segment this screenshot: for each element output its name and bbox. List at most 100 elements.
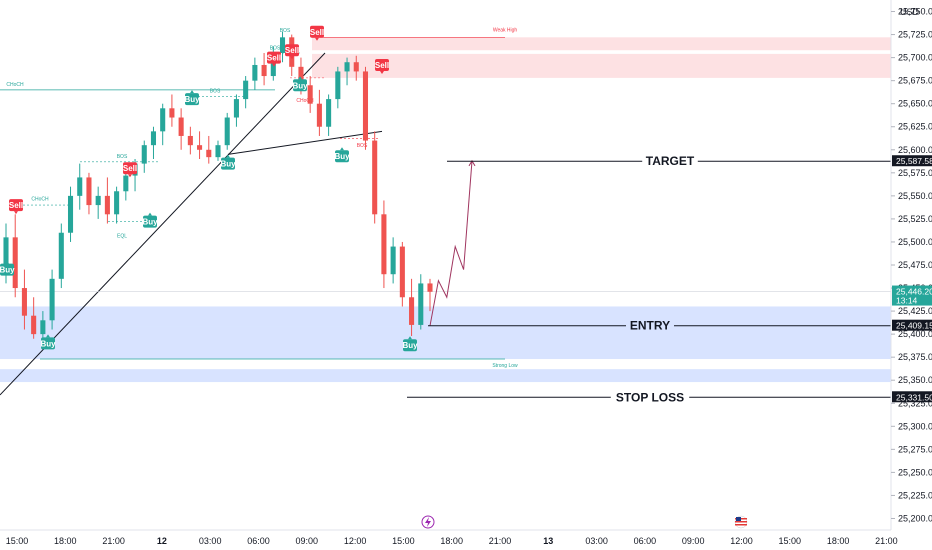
buy-signal[interactable]: Buy bbox=[220, 154, 236, 170]
price-tick-label: 25,525.00 bbox=[898, 214, 932, 224]
structure-annotation: CHoCH bbox=[31, 196, 49, 202]
buy-signal[interactable]: Buy bbox=[0, 260, 15, 276]
candle-body bbox=[178, 117, 184, 136]
zones-layer: Weak High Strong Low bbox=[0, 27, 891, 383]
candle-body bbox=[160, 108, 166, 132]
candle-body bbox=[3, 237, 9, 270]
time-tick-label: 09:00 bbox=[682, 536, 705, 546]
candle-body bbox=[77, 177, 83, 196]
candle-body bbox=[104, 195, 110, 215]
candle-body bbox=[427, 283, 433, 292]
structure-annotation: EQL bbox=[117, 233, 127, 239]
sell-signal[interactable]: Sell bbox=[375, 58, 389, 74]
buy-signal[interactable]: Buy bbox=[402, 336, 418, 352]
candle-body bbox=[187, 135, 193, 146]
price-tick-label: 25,300.00 bbox=[898, 421, 932, 431]
time-tick-label: 15:00 bbox=[392, 536, 415, 546]
signal-label: Buy bbox=[334, 152, 350, 161]
candle-body bbox=[362, 71, 369, 141]
candle-body bbox=[252, 64, 258, 81]
level-label: STOP LOSS bbox=[616, 390, 684, 404]
candle-body bbox=[40, 320, 46, 335]
candle-body bbox=[316, 103, 322, 127]
price-tick-label: 25,475.00 bbox=[898, 260, 932, 270]
price-tick-label: 25,725.00 bbox=[898, 30, 932, 40]
price-tag-countdown: 13:14 bbox=[896, 296, 918, 306]
candles-layer bbox=[3, 31, 476, 348]
levels-layer: TARGET ENTRY STOP LOSS bbox=[407, 154, 891, 404]
candle-body bbox=[67, 195, 74, 233]
signal-label: Sell bbox=[375, 61, 389, 70]
level-target[interactable]: TARGET bbox=[447, 154, 891, 168]
price-tick-label: 25,200.00 bbox=[898, 513, 932, 523]
candle-body bbox=[49, 278, 55, 321]
candle-body bbox=[344, 62, 350, 72]
candle-body bbox=[372, 140, 378, 215]
currency-label: USD bbox=[900, 7, 920, 17]
time-tick-label: 03:00 bbox=[585, 536, 608, 546]
sell-signal[interactable]: Sell bbox=[123, 162, 137, 178]
level-label: ENTRY bbox=[630, 319, 670, 333]
candle-body bbox=[169, 108, 175, 118]
candle-body bbox=[206, 149, 212, 158]
signal-label: Sell bbox=[9, 201, 23, 210]
time-tick-label: 12:00 bbox=[344, 536, 367, 546]
time-tick-label: 21:00 bbox=[875, 536, 898, 546]
price-tick-label: 25,550.00 bbox=[898, 191, 932, 201]
time-tick-label: 09:00 bbox=[296, 536, 319, 546]
level-entry[interactable]: ENTRY bbox=[428, 319, 891, 333]
sell-signal[interactable]: Sell bbox=[267, 51, 281, 67]
price-tick-label: 25,625.00 bbox=[898, 122, 932, 132]
signal-label: Sell bbox=[310, 28, 324, 37]
signal-label: Buy bbox=[184, 95, 200, 104]
time-tick-label: 15:00 bbox=[779, 536, 802, 546]
buy-signal[interactable]: Buy bbox=[40, 334, 56, 350]
level-stop-loss[interactable]: STOP LOSS bbox=[407, 390, 891, 404]
candle-body bbox=[279, 37, 286, 53]
sell-signal[interactable]: Sell bbox=[310, 25, 324, 41]
signal-label: Buy bbox=[220, 160, 236, 169]
signal-label: Buy bbox=[0, 266, 15, 275]
signal-label: Sell bbox=[285, 46, 299, 55]
price-tick-label: 25,750.00 bbox=[898, 7, 932, 17]
price-tag-value: 25,409.15 bbox=[896, 321, 932, 331]
signal-label: Buy bbox=[402, 341, 418, 350]
structure-annotation: CHoCH bbox=[6, 82, 24, 88]
price-tag-value: 25,587.58 bbox=[896, 156, 932, 166]
us-flag-icon[interactable] bbox=[734, 515, 748, 529]
projection-path[interactable] bbox=[429, 160, 473, 326]
candle-body bbox=[86, 177, 92, 206]
candle-body bbox=[123, 175, 129, 192]
price-tick-label: 25,375.00 bbox=[898, 352, 932, 362]
structure-annotation: BOS bbox=[357, 143, 368, 149]
time-tick-label: 18:00 bbox=[54, 536, 77, 546]
demand-zone bbox=[0, 369, 891, 383]
signal-label: Sell bbox=[123, 164, 137, 173]
candle-body bbox=[298, 66, 304, 86]
time-axis[interactable]: 15:00 18:00 21:00 12 03:00 06:00 09:00 12:00 15:… bbox=[0, 529, 898, 546]
sell-signal[interactable]: Sell bbox=[285, 44, 299, 60]
buy-signal[interactable]: Buy bbox=[184, 90, 200, 106]
price-tick-label: 25,575.00 bbox=[898, 168, 932, 178]
price-tick-label: 25,650.00 bbox=[898, 99, 932, 109]
demand-zone bbox=[0, 306, 891, 327]
candle-body bbox=[21, 288, 27, 316]
candle-body bbox=[114, 191, 120, 215]
sell-signal[interactable]: Sell bbox=[9, 199, 23, 215]
candle-body bbox=[261, 64, 267, 77]
structure-annotation: BOS bbox=[280, 28, 291, 34]
buy-signal[interactable]: Buy bbox=[142, 212, 158, 228]
candle-body bbox=[381, 214, 387, 275]
price-axis[interactable]: USD 25,750.00 25,725.00 25,700.00 25,675.00… bbox=[890, 0, 932, 530]
buy-signal[interactable]: Buy bbox=[334, 147, 350, 163]
descending-trendline[interactable] bbox=[227, 130, 383, 155]
candle-body bbox=[95, 195, 101, 206]
signal-label: Buy bbox=[142, 218, 158, 227]
price-tick-label: 25,325.00 bbox=[898, 398, 932, 408]
lightning-icon[interactable] bbox=[421, 515, 435, 529]
buy-signal[interactable]: Buy bbox=[292, 76, 308, 92]
price-tick-label: 25,350.00 bbox=[898, 375, 932, 385]
price-tag-value: 25,446.20 bbox=[896, 287, 932, 297]
candle-body bbox=[353, 62, 359, 72]
